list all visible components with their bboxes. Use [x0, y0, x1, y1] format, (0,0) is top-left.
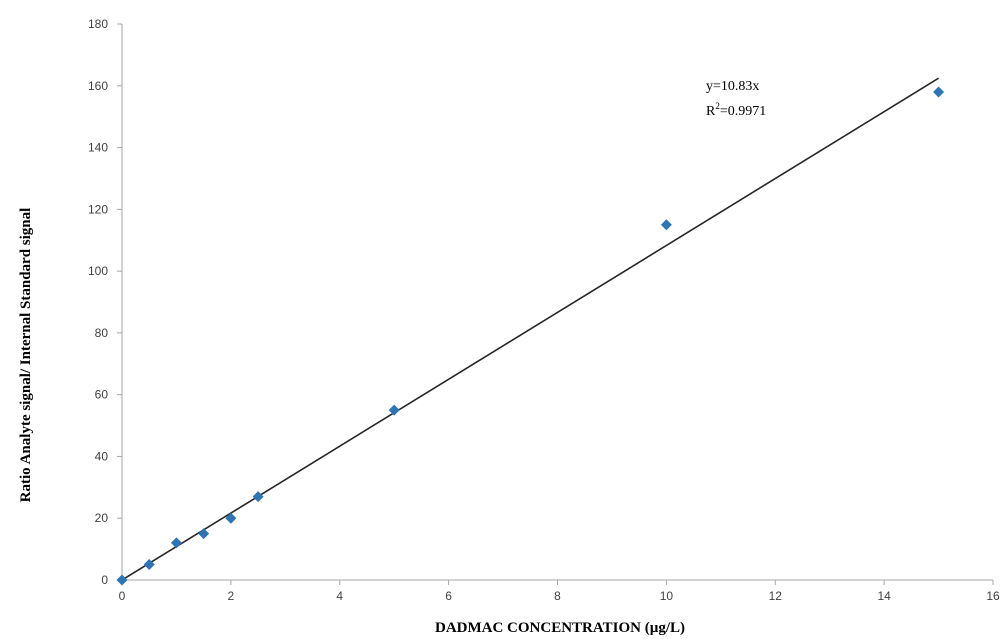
y-tick-label: 140 — [88, 141, 108, 155]
y-tick-label: 20 — [95, 511, 109, 525]
y-tick-label: 80 — [95, 326, 109, 340]
data-point-diamond — [225, 512, 237, 524]
x-tick-label: 14 — [877, 589, 891, 603]
data-points — [116, 86, 945, 586]
x-tick-label: 2 — [228, 589, 235, 603]
data-point-diamond — [143, 559, 155, 571]
r-squared-superscript: 2 — [715, 101, 720, 111]
equation-label: y=10.83x — [706, 79, 759, 94]
x-axis-title: DADMAC CONCENTRATION (µg/L) — [435, 620, 685, 636]
y-tick-label: 160 — [88, 79, 108, 93]
y-tick-label: 120 — [88, 202, 108, 216]
x-tick-label: 0 — [119, 589, 126, 603]
x-tick-label: 12 — [769, 589, 783, 603]
x-tick-label: 4 — [336, 589, 343, 603]
y-tick-label: 100 — [88, 264, 108, 278]
x-tick-label: 8 — [554, 589, 561, 603]
r-squared-prefix: R — [706, 104, 716, 119]
x-tick-label: 6 — [445, 589, 452, 603]
r-squared-label: R2=0.9971 — [706, 101, 766, 119]
r-squared-value: =0.9971 — [720, 104, 766, 119]
y-tick-labels: 0 20 40 60 80 100 120 140 160 180 — [88, 17, 108, 587]
data-point-diamond — [933, 86, 945, 98]
data-point-diamond — [388, 404, 400, 416]
x-tick-label: 10 — [660, 589, 674, 603]
ticks — [117, 23, 994, 585]
data-point-diamond — [252, 491, 264, 503]
y-axis-title: Ratio Analyte signal/ Internal Standard … — [18, 208, 34, 503]
data-point-diamond — [198, 528, 210, 540]
data-point-diamond — [170, 537, 182, 549]
y-tick-label: 60 — [95, 388, 109, 402]
y-tick-label: 180 — [88, 17, 108, 31]
trendline — [121, 77, 939, 581]
data-point-diamond — [116, 574, 128, 586]
x-tick-label: 16 — [986, 589, 1000, 603]
x-tick-labels: 0 2 4 6 8 10 12 14 16 — [119, 589, 1000, 603]
y-tick-label: 40 — [95, 449, 109, 463]
data-point-diamond — [660, 219, 672, 231]
y-tick-label: 0 — [101, 573, 108, 587]
